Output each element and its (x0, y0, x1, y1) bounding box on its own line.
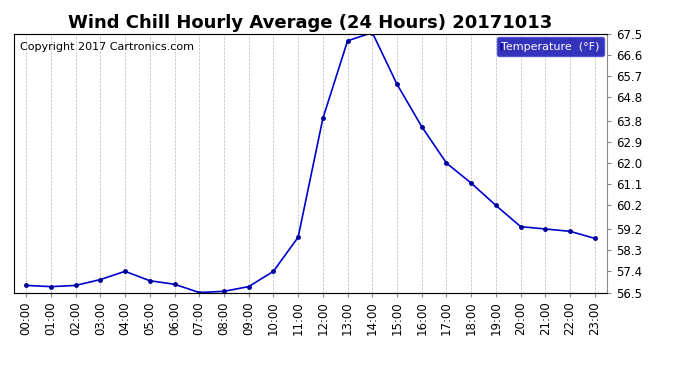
Legend: Temperature  (°F): Temperature (°F) (497, 37, 604, 56)
Text: Copyright 2017 Cartronics.com: Copyright 2017 Cartronics.com (20, 42, 194, 51)
Title: Wind Chill Hourly Average (24 Hours) 20171013: Wind Chill Hourly Average (24 Hours) 201… (68, 14, 553, 32)
